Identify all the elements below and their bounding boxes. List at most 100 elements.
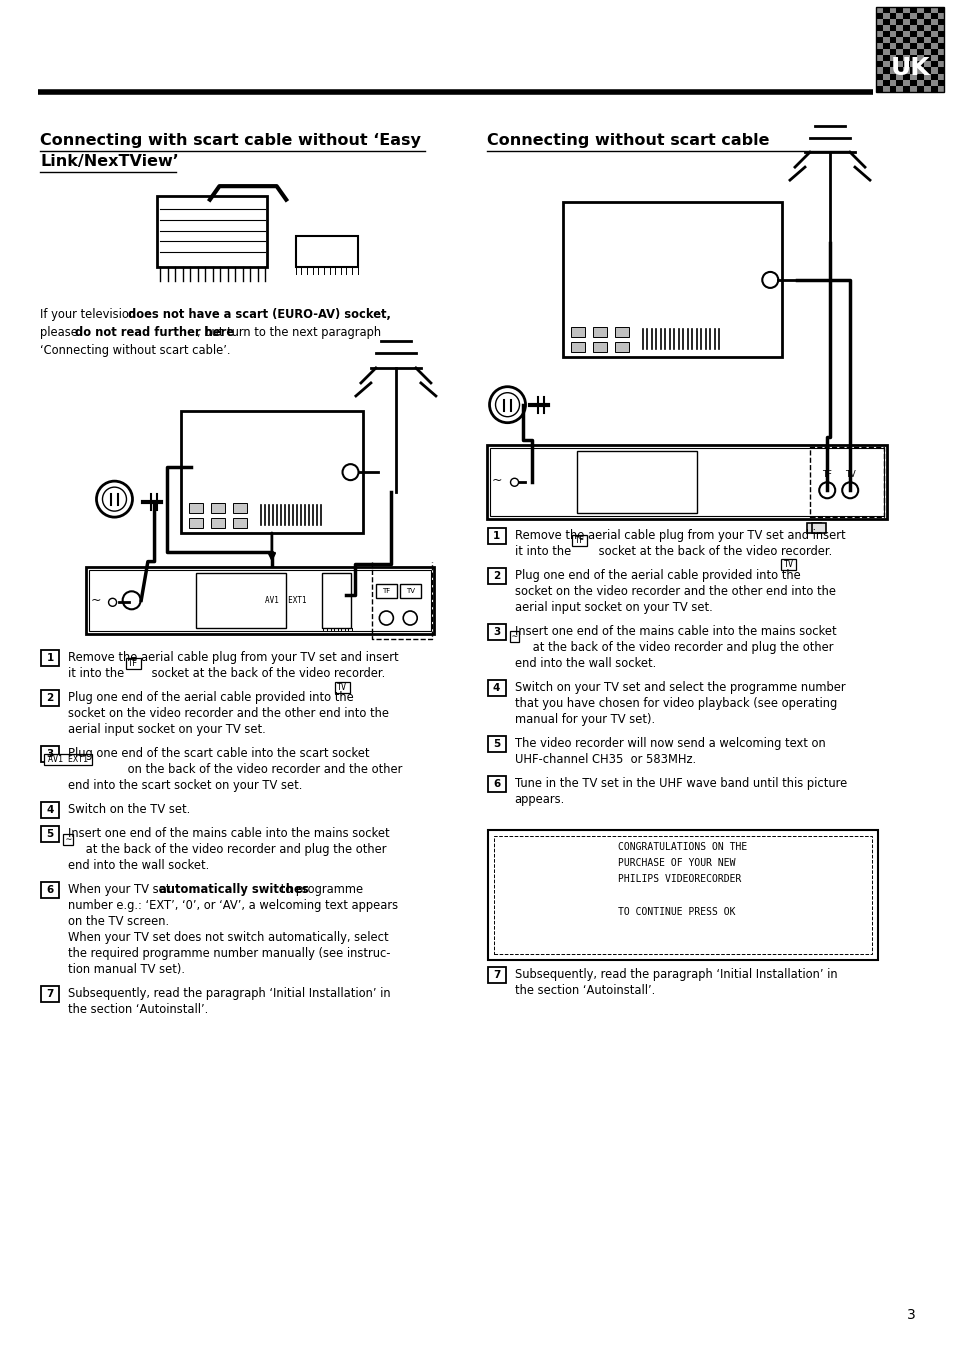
Bar bbox=[930, 80, 937, 86]
Bar bbox=[888, 86, 896, 92]
Bar bbox=[211, 503, 225, 513]
Bar bbox=[923, 19, 930, 26]
Bar bbox=[923, 43, 930, 49]
Bar bbox=[86, 567, 434, 634]
Bar bbox=[875, 62, 882, 67]
Bar bbox=[41, 882, 59, 898]
Bar bbox=[923, 36, 930, 43]
Bar bbox=[902, 62, 909, 67]
Text: CONGRATULATIONS ON THE
PURCHASE OF YOUR NEW
PHILIPS VIDEORECORDER

TO CONTINUE P: CONGRATULATIONS ON THE PURCHASE OF YOUR … bbox=[618, 842, 747, 917]
Text: Switch on your TV set and select the programme number: Switch on your TV set and select the pro… bbox=[514, 680, 844, 693]
Text: The video recorder will now send a welcoming text on: The video recorder will now send a welco… bbox=[514, 737, 824, 750]
Bar bbox=[930, 73, 937, 80]
Text: 4: 4 bbox=[493, 683, 499, 692]
Bar bbox=[882, 36, 888, 43]
Text: AV1  EXT1: AV1 EXT1 bbox=[265, 596, 307, 604]
Bar bbox=[902, 7, 909, 12]
Bar bbox=[809, 447, 883, 518]
Text: When your TV set: When your TV set bbox=[68, 884, 173, 896]
Bar bbox=[909, 49, 916, 55]
Bar bbox=[487, 527, 505, 544]
Text: aerial input socket on your TV set.: aerial input socket on your TV set. bbox=[514, 600, 712, 614]
Bar bbox=[937, 24, 943, 31]
Text: 5: 5 bbox=[47, 830, 53, 839]
Text: TF: TF bbox=[382, 588, 390, 595]
Bar bbox=[896, 24, 902, 31]
Text: socket on the video recorder and the other end into the: socket on the video recorder and the oth… bbox=[514, 584, 835, 598]
Bar bbox=[875, 55, 882, 62]
Text: it into the: it into the bbox=[68, 668, 128, 680]
Bar bbox=[888, 7, 896, 12]
Bar bbox=[896, 7, 902, 12]
Bar bbox=[875, 36, 882, 43]
Bar bbox=[937, 43, 943, 49]
Text: Tune in the TV set in the UHF wave band until this picture: Tune in the TV set in the UHF wave band … bbox=[514, 777, 846, 789]
Text: 1: 1 bbox=[47, 653, 53, 664]
Text: 5: 5 bbox=[493, 738, 499, 749]
Bar bbox=[888, 62, 896, 67]
Bar bbox=[487, 680, 505, 696]
Bar bbox=[937, 7, 943, 12]
Bar bbox=[126, 658, 140, 669]
Text: 7: 7 bbox=[47, 989, 53, 1000]
Bar bbox=[909, 31, 916, 36]
Bar bbox=[615, 328, 628, 337]
Text: 6: 6 bbox=[493, 778, 499, 789]
Bar bbox=[888, 49, 896, 55]
Text: on the TV screen.: on the TV screen. bbox=[68, 916, 169, 928]
Text: When your TV set does not switch automatically, select: When your TV set does not switch automat… bbox=[68, 931, 388, 944]
Text: number e.g.: ‘EXT’, ‘0’, or ‘AV’, a welcoming text appears: number e.g.: ‘EXT’, ‘0’, or ‘AV’, a welc… bbox=[68, 900, 397, 912]
Bar bbox=[896, 12, 902, 19]
Bar bbox=[902, 49, 909, 55]
Bar bbox=[487, 776, 505, 792]
Bar bbox=[195, 572, 286, 629]
Bar bbox=[882, 67, 888, 73]
Text: the section ‘Autoinstall’.: the section ‘Autoinstall’. bbox=[68, 1004, 208, 1016]
Bar bbox=[181, 411, 362, 533]
Bar bbox=[930, 31, 937, 36]
Bar bbox=[322, 572, 351, 629]
Bar bbox=[923, 24, 930, 31]
Bar bbox=[902, 86, 909, 92]
Text: TV: TV bbox=[844, 469, 855, 479]
Text: UK: UK bbox=[889, 55, 929, 80]
Text: that you have chosen for video playback (see operating: that you have chosen for video playback … bbox=[514, 696, 836, 710]
Text: 2: 2 bbox=[493, 571, 499, 580]
Bar bbox=[909, 43, 916, 49]
Text: end into the wall socket.: end into the wall socket. bbox=[68, 859, 209, 873]
Bar bbox=[882, 62, 888, 67]
Text: 3: 3 bbox=[493, 626, 499, 637]
Bar bbox=[937, 31, 943, 36]
Bar bbox=[882, 24, 888, 31]
Bar bbox=[487, 568, 505, 584]
Bar bbox=[882, 55, 888, 62]
Bar bbox=[916, 49, 923, 55]
Bar bbox=[882, 80, 888, 86]
Text: 6: 6 bbox=[47, 885, 53, 896]
Text: Link/NexTView’: Link/NexTView’ bbox=[40, 154, 178, 169]
Bar bbox=[923, 80, 930, 86]
Bar bbox=[882, 73, 888, 80]
Bar bbox=[916, 36, 923, 43]
Bar bbox=[916, 73, 923, 80]
Text: Subsequently, read the paragraph ‘Initial Installation’ in: Subsequently, read the paragraph ‘Initia… bbox=[514, 967, 837, 981]
Text: ∼: ∼ bbox=[65, 834, 71, 844]
Bar bbox=[923, 55, 930, 62]
Text: TF: TF bbox=[128, 658, 138, 668]
Text: , but turn to the next paragraph: , but turn to the next paragraph bbox=[197, 325, 381, 339]
Text: at the back of the video recorder and plug the other: at the back of the video recorder and pl… bbox=[528, 641, 832, 653]
Bar bbox=[896, 80, 902, 86]
Text: 3: 3 bbox=[47, 749, 53, 759]
Text: AV1 EXT1: AV1 EXT1 bbox=[48, 755, 88, 764]
Bar bbox=[896, 55, 902, 62]
Bar bbox=[888, 36, 896, 43]
Bar bbox=[896, 62, 902, 67]
Bar bbox=[189, 503, 203, 513]
Text: TF: TF bbox=[821, 469, 831, 479]
Text: do not read further here: do not read further here bbox=[75, 325, 233, 339]
Bar bbox=[888, 80, 896, 86]
Bar bbox=[902, 67, 909, 73]
Bar bbox=[930, 67, 937, 73]
Bar bbox=[930, 36, 937, 43]
FancyBboxPatch shape bbox=[375, 584, 396, 599]
